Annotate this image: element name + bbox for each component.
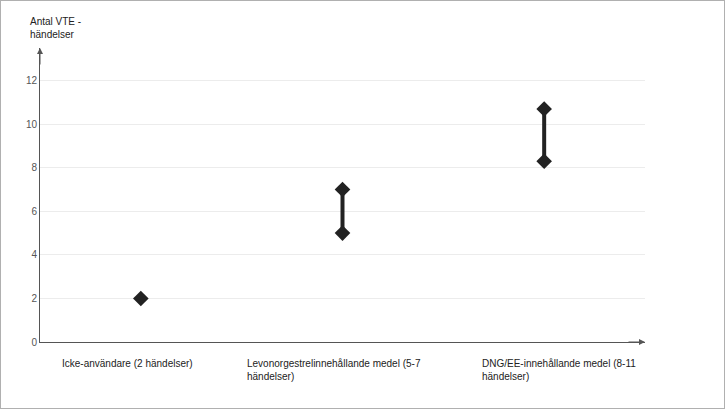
svg-text:8: 8 [31, 162, 37, 173]
svg-text:Antal VTE -händelser: Antal VTE -händelser [30, 16, 81, 40]
svg-text:4: 4 [31, 249, 37, 260]
svg-text:DNG/EE-innehållande medel (8-1: DNG/EE-innehållande medel (8-11händelser… [482, 358, 636, 382]
svg-text:Icke-användare (2 händelser): Icke-användare (2 händelser) [62, 358, 193, 369]
svg-text:6: 6 [31, 206, 37, 217]
svg-text:10: 10 [26, 119, 38, 130]
svg-text:Levonorgestrelinnehållande med: Levonorgestrelinnehållande medel (5-7hän… [247, 358, 421, 382]
svg-text:12: 12 [26, 75, 38, 86]
svg-text:0: 0 [31, 337, 37, 348]
svg-text:2: 2 [31, 293, 37, 304]
